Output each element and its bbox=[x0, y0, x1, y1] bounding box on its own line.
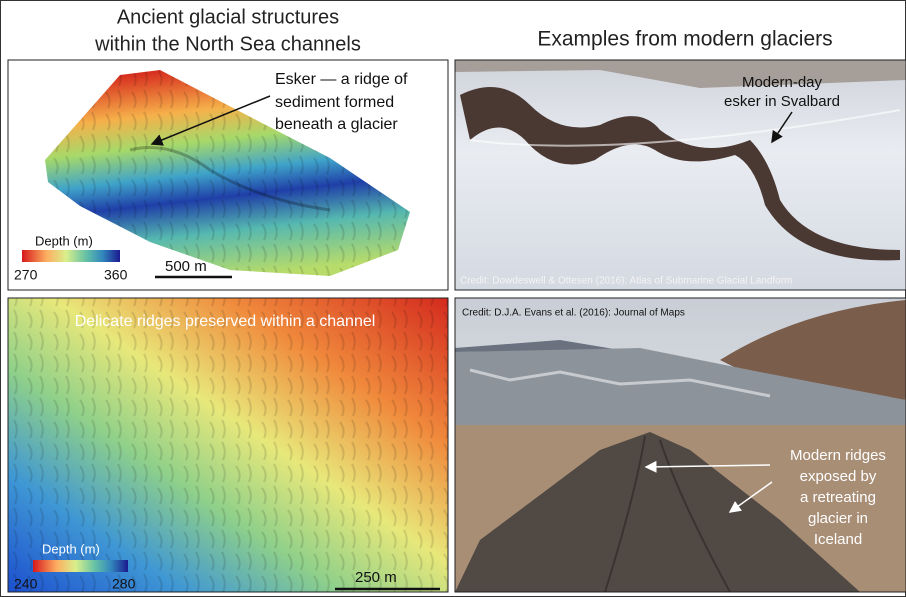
annotation: Iceland bbox=[814, 531, 862, 548]
annotation: Esker — a ridge of bbox=[275, 71, 408, 88]
annotation: Modern ridges bbox=[790, 447, 886, 464]
panel: Delicate ridges preserved within a chann… bbox=[8, 298, 448, 592]
annotation: a retreating bbox=[800, 489, 876, 506]
annotation: Delicate ridges preserved within a chann… bbox=[75, 313, 376, 330]
legend-title: Depth (m) bbox=[35, 233, 93, 248]
heading: Ancient glacial structures bbox=[117, 6, 339, 28]
heading: Examples from modern glaciers bbox=[537, 28, 832, 51]
legend-max: 360 bbox=[104, 267, 128, 283]
annotation: exposed by bbox=[800, 468, 877, 485]
credit: Credit: Dowdeswell & Ottesen (2016): Atl… bbox=[460, 276, 792, 287]
legend-max: 280 bbox=[112, 576, 136, 592]
scale-label: 500 m bbox=[165, 258, 207, 275]
annotation: esker in Svalbard bbox=[724, 93, 840, 110]
legend-min: 270 bbox=[14, 267, 38, 283]
annotation: Modern-day bbox=[742, 74, 823, 91]
panel: Credit: D.J.A. Evans et al. (2016): Jour… bbox=[455, 298, 906, 592]
heading: within the North Sea channels bbox=[94, 33, 361, 55]
annotation: sediment formed bbox=[275, 94, 394, 111]
legend-min: 240 bbox=[14, 576, 38, 592]
annotation: glacier in bbox=[808, 510, 868, 527]
panel: Esker — a ridge of sediment formed benea… bbox=[7, 59, 449, 291]
annotation: beneath a glacier bbox=[275, 116, 398, 133]
credit: Credit: D.J.A. Evans et al. (2016): Jour… bbox=[462, 308, 685, 319]
scale-label: 250 m bbox=[355, 569, 397, 586]
panel: Modern-day esker in Svalbard Credit: Dow… bbox=[455, 60, 906, 290]
legend-title: Depth (m) bbox=[42, 541, 100, 556]
